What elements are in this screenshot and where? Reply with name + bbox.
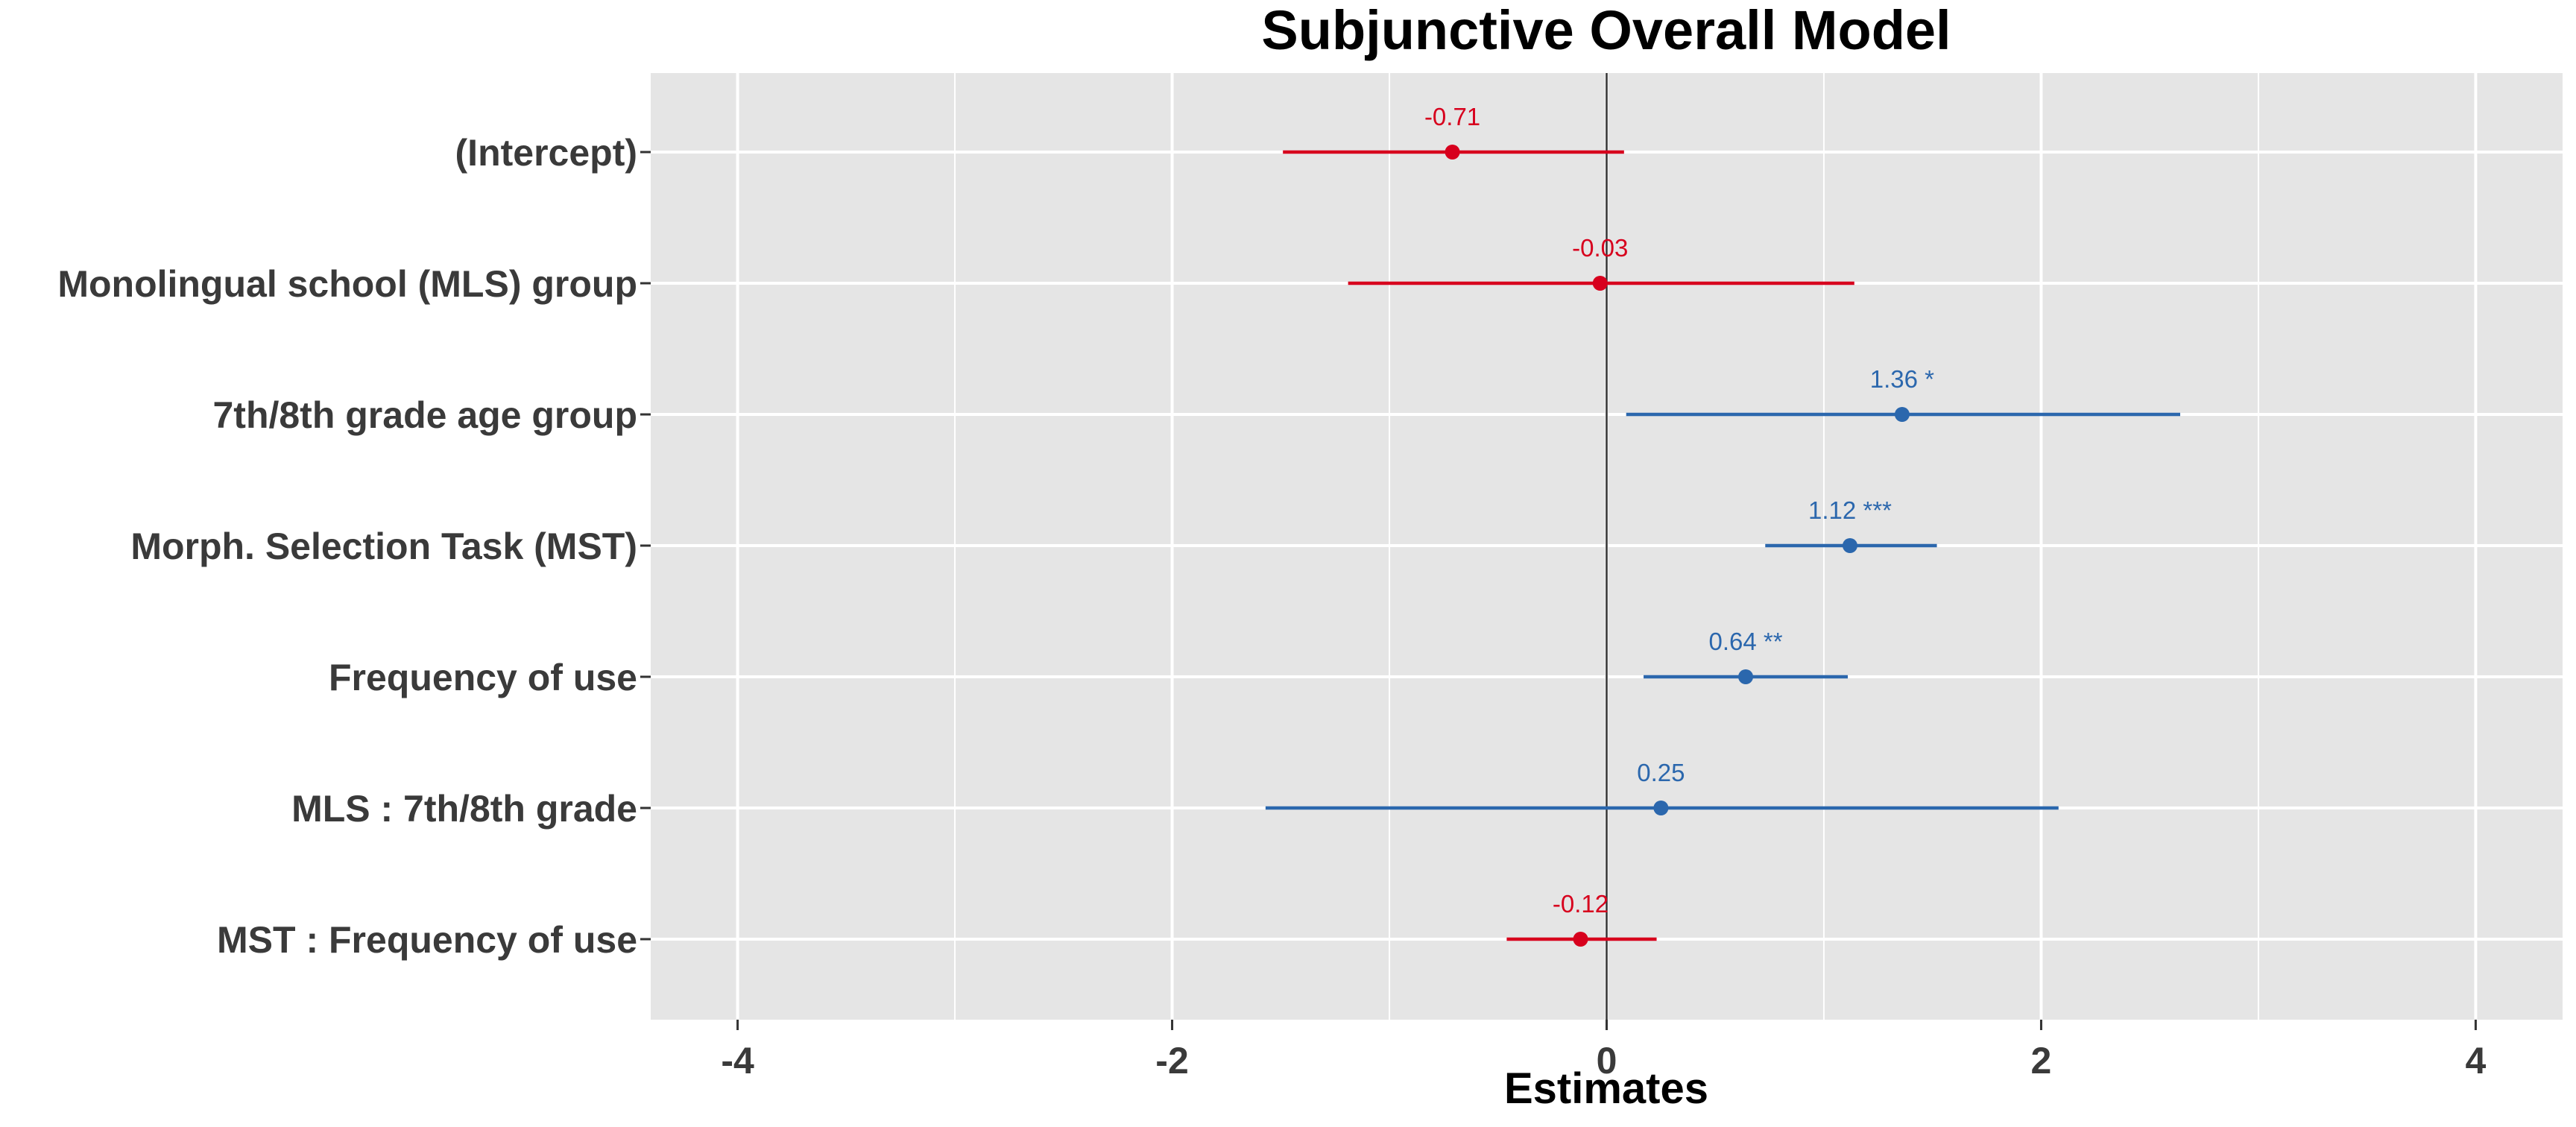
y-tick-label: (Intercept) (455, 132, 637, 174)
chart-title: Subjunctive Overall Model (1261, 0, 1951, 61)
y-tick-label: MST : Frequency of use (217, 919, 637, 961)
y-tick-label: Frequency of use (329, 657, 637, 698)
y-tick-label: Monolingual school (MLS) group (57, 263, 637, 305)
estimate-point (1445, 145, 1460, 160)
plot-area: -4 -2 0 2 4 (Intercept) -0.71 Monolingual schoo… (57, 73, 2563, 1082)
estimate-value-label: -0.12 (1553, 890, 1609, 918)
y-tick-label: MLS : 7th/8th grade (291, 788, 637, 830)
y-tick-label: 7th/8th grade age group (212, 394, 637, 436)
estimate-point (1894, 407, 1910, 422)
x-tick-label: 2 (2031, 1040, 2052, 1082)
estimate-value-label: -0.71 (1424, 103, 1480, 130)
estimate-value-label: 1.12 *** (1808, 496, 1892, 524)
estimate-value-label: 0.64 ** (1708, 628, 1782, 655)
estimate-value-label: -0.03 (1572, 234, 1628, 262)
estimate-point (1842, 538, 1857, 553)
x-tick-label: -2 (1155, 1040, 1188, 1082)
x-axis-label: Estimates (1504, 1064, 1708, 1113)
x-tick-label: -4 (721, 1040, 754, 1082)
estimate-value-label: 0.25 (1637, 759, 1685, 786)
estimate-point (1653, 801, 1669, 815)
estimate-point (1738, 669, 1754, 684)
estimate-value-label: 1.36 * (1870, 365, 1934, 393)
y-tick-label: Morph. Selection Task (MST) (130, 525, 637, 567)
x-tick-label: 0 (1597, 1040, 1617, 1082)
x-tick-label: 4 (2466, 1040, 2487, 1082)
estimate-point (1592, 276, 1608, 291)
estimate-point (1573, 932, 1588, 947)
